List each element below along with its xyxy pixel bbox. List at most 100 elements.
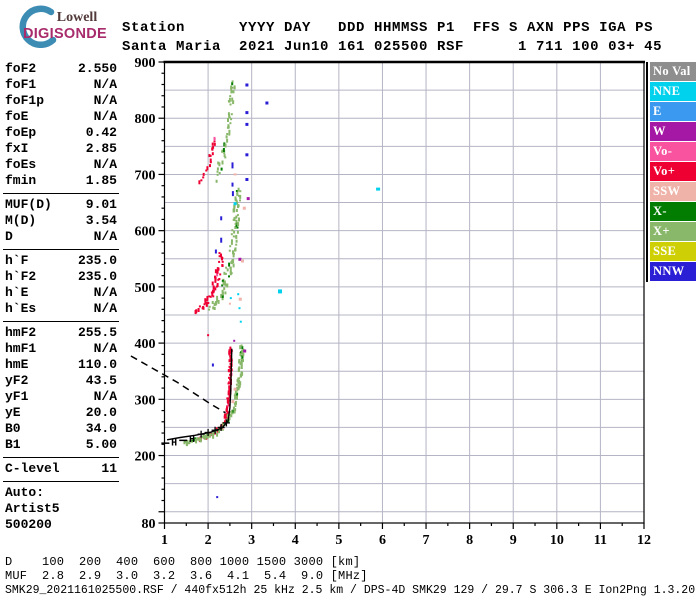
parameter-label: M(D) — [5, 213, 37, 228]
parameter-value: N/A — [93, 157, 117, 172]
y-axis-label: 200 — [135, 450, 156, 465]
logo-lowell-text: Lowell — [56, 10, 98, 25]
parameter-row: h`F 235.0 — [3, 253, 119, 269]
parameter-row: h`E N/A — [3, 285, 119, 301]
h-layer-marker: H — [189, 435, 195, 446]
parameter-group: hmF2 255.5 hmF1 N/A hmE 110.0 yF2 43.5 yF1 N/A yE 2… — [3, 321, 119, 457]
parameter-label: h`F — [5, 253, 29, 268]
x-axis-label: 7 — [423, 533, 430, 548]
parameter-value: 110.0 — [77, 357, 117, 372]
parameter-value: 9.01 — [85, 197, 117, 212]
d-muf-table: D 100 200 400 600 800 1000 1500 3000 [km… — [5, 555, 368, 583]
x-axis-label: 9 — [510, 533, 517, 548]
parameter-value: 255.5 — [77, 325, 117, 340]
parameter-label: foF1p — [5, 93, 45, 108]
parameter-label: hmE — [5, 357, 29, 372]
parameter-label: MUF(D) — [5, 197, 52, 212]
parameter-row: hmF2 255.5 — [3, 325, 119, 341]
h-layer-marker: H — [171, 439, 177, 450]
parameter-row: M(D) 3.54 — [3, 213, 119, 229]
parameter-row: yF2 43.5 — [3, 373, 119, 389]
parameter-label: h`E — [5, 285, 29, 300]
parameter-row: foEp 0.42 — [3, 125, 119, 141]
parameter-label: h`F2 — [5, 269, 37, 284]
legend-item-vo-: Vo- — [650, 142, 696, 161]
parameter-row: B0 34.0 — [3, 421, 119, 437]
parameter-row: h`F2 235.0 — [3, 269, 119, 285]
parameter-group: foF2 2.550 foF1 N/A foF1p N/A foE N/A foEp 0.42 fx… — [3, 58, 119, 193]
parameter-value: 43.5 — [85, 373, 117, 388]
axis-ticks — [158, 61, 645, 529]
trace-o-mode-hop3 — [198, 136, 216, 185]
parameter-row: foEs N/A — [3, 157, 119, 173]
parameter-label: yF2 — [5, 373, 29, 388]
logo-digisonde-text: DIGISONDE — [22, 26, 108, 42]
parameter-row: foF2 2.550 — [3, 61, 119, 77]
y-axis-label: 600 — [135, 225, 156, 240]
scatter-dots — [207, 83, 381, 499]
parameter-value: 1.85 — [85, 173, 117, 188]
parameter-value: 11 — [101, 461, 117, 476]
parameter-row: foF1 N/A — [3, 77, 119, 93]
parameter-label: fxI — [5, 141, 29, 156]
parameter-value: 34.0 — [85, 421, 117, 436]
parameter-label: foF2 — [5, 61, 37, 76]
y-axis-label: 400 — [135, 337, 156, 352]
parameter-panel: foF2 2.550 foF1 N/A foF1p N/A foE N/A foEp 0.42 fx… — [3, 58, 119, 537]
parameter-label: fmin — [5, 173, 37, 188]
legend-item-w: W — [650, 122, 696, 141]
ionogram-plot: 900 800 700 600 500 400 300 200 80 1 2 3 4 5 6 7 8 9 10 11 1… — [130, 50, 696, 550]
parameter-value: 235.0 — [77, 269, 117, 284]
parameter-value: N/A — [93, 109, 117, 124]
parameter-row: yE 20.0 — [3, 405, 119, 421]
parameter-row: C-level 11 — [3, 461, 119, 477]
parameter-row: yF1 N/A — [3, 389, 119, 405]
parameter-label: foEp — [5, 125, 37, 140]
grid-lines — [164, 62, 645, 523]
y-axis-label: 300 — [135, 393, 156, 408]
parameter-label: C-level — [5, 461, 60, 476]
parameter-label: foF1 — [5, 77, 37, 92]
parameter-group: C-level 11 — [3, 457, 119, 481]
parameter-value: 0.42 — [85, 125, 117, 140]
lowell-digisonde-logo: Lowell DIGISONDE — [6, 4, 121, 48]
parameter-value: 235.0 — [77, 253, 117, 268]
legend-item-e: E — [650, 102, 696, 121]
parameter-label: D — [5, 229, 13, 244]
parameter-value: 2.550 — [77, 61, 117, 76]
legend-item-sse: SSE — [650, 242, 696, 261]
parameter-row: B1 5.00 — [3, 437, 119, 453]
x-axis-label: 3 — [248, 533, 255, 548]
trace-x-mode-hop3 — [215, 80, 236, 183]
parameter-line: Artist5 — [5, 501, 60, 516]
parameter-label: hmF2 — [5, 325, 37, 340]
parameter-row: fmin 1.85 — [3, 173, 119, 189]
y-axis-label: 900 — [135, 56, 156, 71]
plot-frame — [163, 60, 645, 524]
dashed-extrapolation-line — [130, 355, 226, 414]
parameter-value: N/A — [93, 285, 117, 300]
parameter-row: hmE 110.0 — [3, 357, 119, 373]
parameter-value: 5.00 — [85, 437, 117, 452]
parameter-row: D N/A — [3, 229, 119, 245]
x-axis-label: 1 — [161, 533, 168, 548]
y-axis-label: 500 — [135, 281, 156, 296]
parameter-group: h`F 235.0 h`F2 235.0 h`E N/A h`Es N/A — [3, 249, 119, 321]
d-row: D 100 200 400 600 800 1000 1500 3000 [km… — [5, 555, 361, 569]
parameter-label: h`Es — [5, 301, 37, 316]
parameter-label: yE — [5, 405, 21, 420]
parameter-group: MUF(D) 9.01 M(D) 3.54 D N/A — [3, 193, 119, 249]
parameter-value: N/A — [93, 229, 117, 244]
parameter-value: N/A — [93, 77, 117, 92]
header-text: Station YYYY DAY DDD HHMMSS P1 FFS S AXN… — [122, 19, 662, 57]
parameter-label: B0 — [5, 421, 21, 436]
legend-item-x-: X+ — [650, 222, 696, 241]
parameter-label: foEs — [5, 157, 37, 172]
parameter-line: Auto: — [5, 485, 45, 500]
parameter-value: N/A — [93, 301, 117, 316]
x-axis-label: 12 — [637, 533, 651, 548]
parameter-row: MUF(D) 9.01 — [3, 197, 119, 213]
parameter-value: N/A — [93, 93, 117, 108]
parameter-label: B1 — [5, 437, 21, 452]
